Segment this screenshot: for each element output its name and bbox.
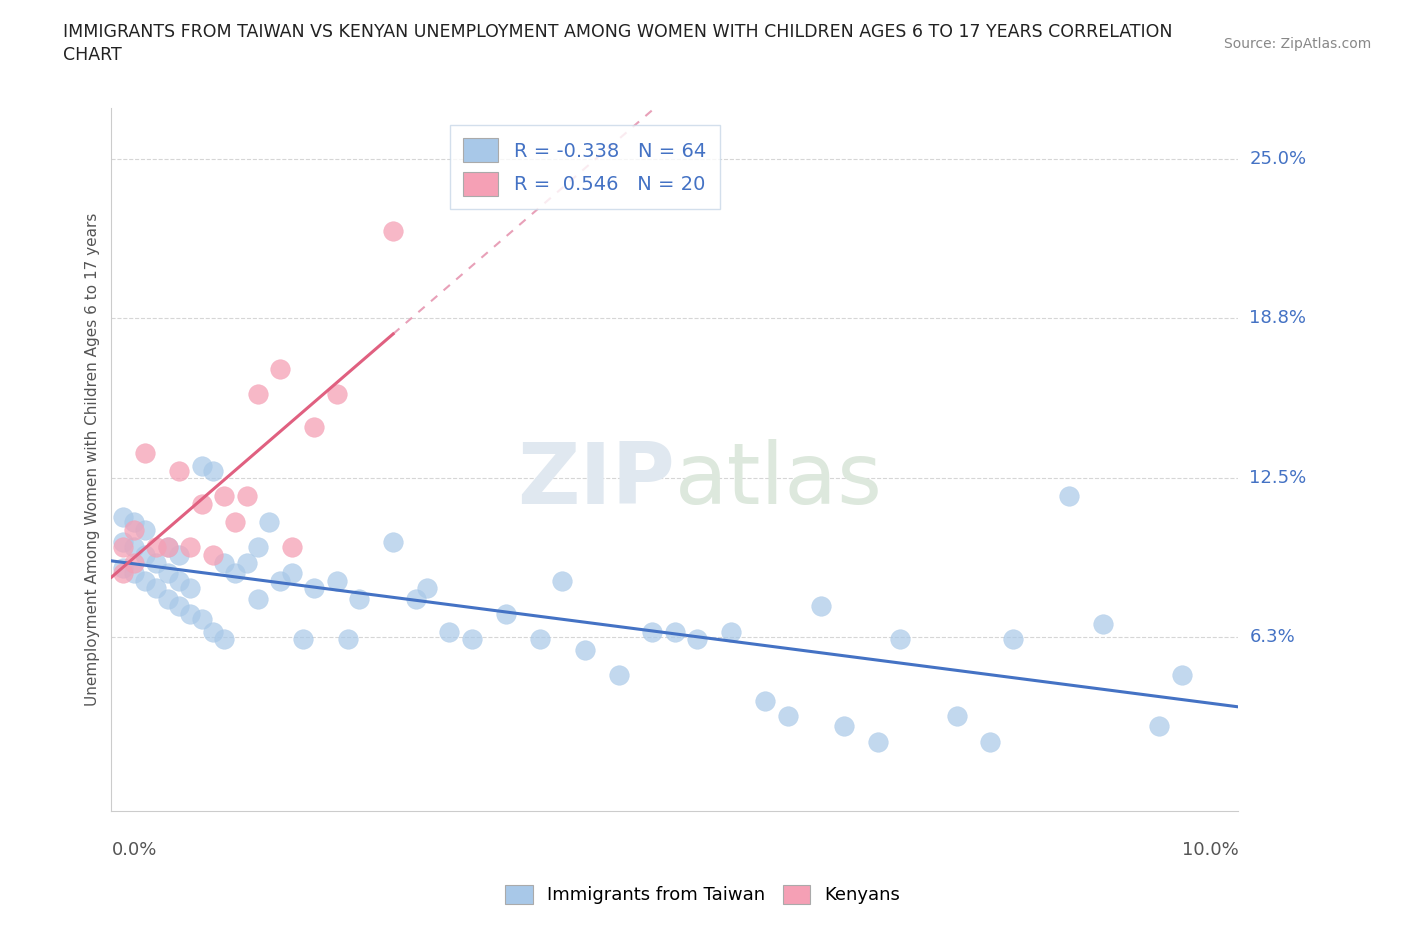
Point — [1092, 617, 1115, 631]
Point — [1057, 489, 1080, 504]
Point — [111, 565, 134, 580]
Point — [866, 734, 889, 749]
Point — [224, 514, 246, 529]
Point — [1171, 668, 1194, 683]
Text: 18.8%: 18.8% — [1250, 309, 1306, 326]
Point — [1001, 632, 1024, 647]
Point — [167, 463, 190, 478]
Point — [134, 548, 156, 563]
Point — [111, 535, 134, 550]
Point — [111, 561, 134, 576]
Point — [810, 599, 832, 614]
Point — [167, 599, 190, 614]
Point — [382, 223, 405, 238]
Point — [122, 514, 145, 529]
Point — [212, 632, 235, 647]
Point — [945, 709, 967, 724]
Point — [156, 540, 179, 555]
Point — [122, 540, 145, 555]
Point — [280, 540, 302, 555]
Point — [122, 522, 145, 537]
Text: ZIP: ZIP — [517, 439, 675, 522]
Text: 12.5%: 12.5% — [1250, 470, 1306, 487]
Point — [201, 624, 224, 639]
Point — [337, 632, 360, 647]
Point — [495, 606, 517, 621]
Point — [574, 643, 596, 658]
Point — [304, 581, 326, 596]
Point — [280, 565, 302, 580]
Point — [551, 573, 574, 588]
Point — [246, 387, 269, 402]
Legend: Immigrants from Taiwan, Kenyans: Immigrants from Taiwan, Kenyans — [498, 878, 908, 911]
Text: 10.0%: 10.0% — [1181, 842, 1239, 859]
Point — [979, 734, 1001, 749]
Point — [405, 591, 427, 606]
Text: atlas: atlas — [675, 439, 883, 522]
Point — [212, 555, 235, 570]
Point — [145, 581, 167, 596]
Text: CHART: CHART — [63, 46, 122, 64]
Point — [179, 540, 201, 555]
Y-axis label: Unemployment Among Women with Children Ages 6 to 17 years: Unemployment Among Women with Children A… — [86, 213, 100, 706]
Point — [156, 565, 179, 580]
Point — [167, 548, 190, 563]
Point — [889, 632, 911, 647]
Point — [134, 522, 156, 537]
Point — [416, 581, 439, 596]
Point — [382, 535, 405, 550]
Point — [304, 420, 326, 435]
Point — [1149, 719, 1171, 734]
Point — [349, 591, 371, 606]
Point — [190, 612, 212, 627]
Point — [269, 361, 291, 376]
Point — [111, 540, 134, 555]
Point — [291, 632, 314, 647]
Point — [607, 668, 630, 683]
Point — [212, 489, 235, 504]
Text: 25.0%: 25.0% — [1250, 150, 1306, 168]
Legend: R = -0.338   N = 64, R =  0.546   N = 20: R = -0.338 N = 64, R = 0.546 N = 20 — [450, 125, 720, 209]
Point — [686, 632, 709, 647]
Point — [179, 581, 201, 596]
Point — [246, 540, 269, 555]
Point — [122, 565, 145, 580]
Text: Source: ZipAtlas.com: Source: ZipAtlas.com — [1223, 37, 1371, 51]
Point — [326, 387, 349, 402]
Text: 0.0%: 0.0% — [111, 842, 157, 859]
Point — [776, 709, 799, 724]
Text: 6.3%: 6.3% — [1250, 628, 1295, 646]
Point — [664, 624, 686, 639]
Point — [145, 540, 167, 555]
Point — [167, 573, 190, 588]
Point — [257, 514, 280, 529]
Point — [156, 540, 179, 555]
Point — [754, 694, 776, 709]
Point — [190, 497, 212, 512]
Point — [122, 555, 145, 570]
Point — [235, 489, 257, 504]
Point — [190, 458, 212, 473]
Point — [134, 573, 156, 588]
Point — [832, 719, 855, 734]
Point — [145, 555, 167, 570]
Point — [246, 591, 269, 606]
Point — [235, 555, 257, 570]
Point — [111, 510, 134, 525]
Point — [529, 632, 551, 647]
Point — [439, 624, 461, 639]
Point — [641, 624, 664, 639]
Point — [179, 606, 201, 621]
Point — [269, 573, 291, 588]
Point — [156, 591, 179, 606]
Point — [720, 624, 742, 639]
Text: IMMIGRANTS FROM TAIWAN VS KENYAN UNEMPLOYMENT AMONG WOMEN WITH CHILDREN AGES 6 T: IMMIGRANTS FROM TAIWAN VS KENYAN UNEMPLO… — [63, 23, 1173, 41]
Point — [461, 632, 484, 647]
Point — [201, 463, 224, 478]
Point — [134, 445, 156, 460]
Point — [224, 565, 246, 580]
Point — [201, 548, 224, 563]
Point — [326, 573, 349, 588]
